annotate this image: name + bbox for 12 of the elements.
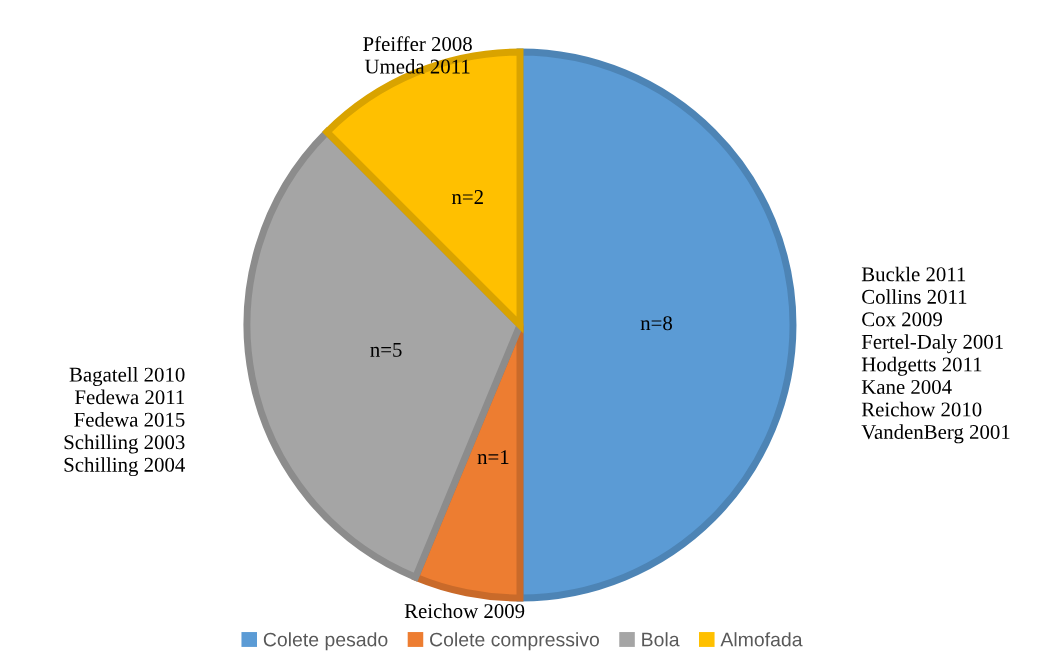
data-label: n=8 — [640, 316, 672, 331]
legend-label: Colete compressivo — [430, 632, 600, 651]
text: Buckle 2011 Collins 2011 Cox 2009 Fertel-Daly 2001 Hodgetts 2011 Kane 2004 Reichow 2010 VandenBerg 2001 — [861, 266, 1010, 444]
text: Reichow 2009 — [404, 603, 525, 619]
data-label: n=1 — [477, 450, 509, 464]
data-label: n=5 — [370, 343, 402, 357]
text: Bagatell 2010 Fedewa 2011 Fedewa 2015 Schilling 2003 Schilling 2004 — [64, 367, 185, 477]
data-label: n=2 — [451, 190, 483, 204]
legend-label: Colete pesado — [263, 632, 388, 651]
text: Pfeiffer 2008 Umeda 2011 — [363, 36, 472, 74]
legend-label: Almofada — [720, 632, 803, 647]
legend-label: Bola — [642, 632, 680, 647]
